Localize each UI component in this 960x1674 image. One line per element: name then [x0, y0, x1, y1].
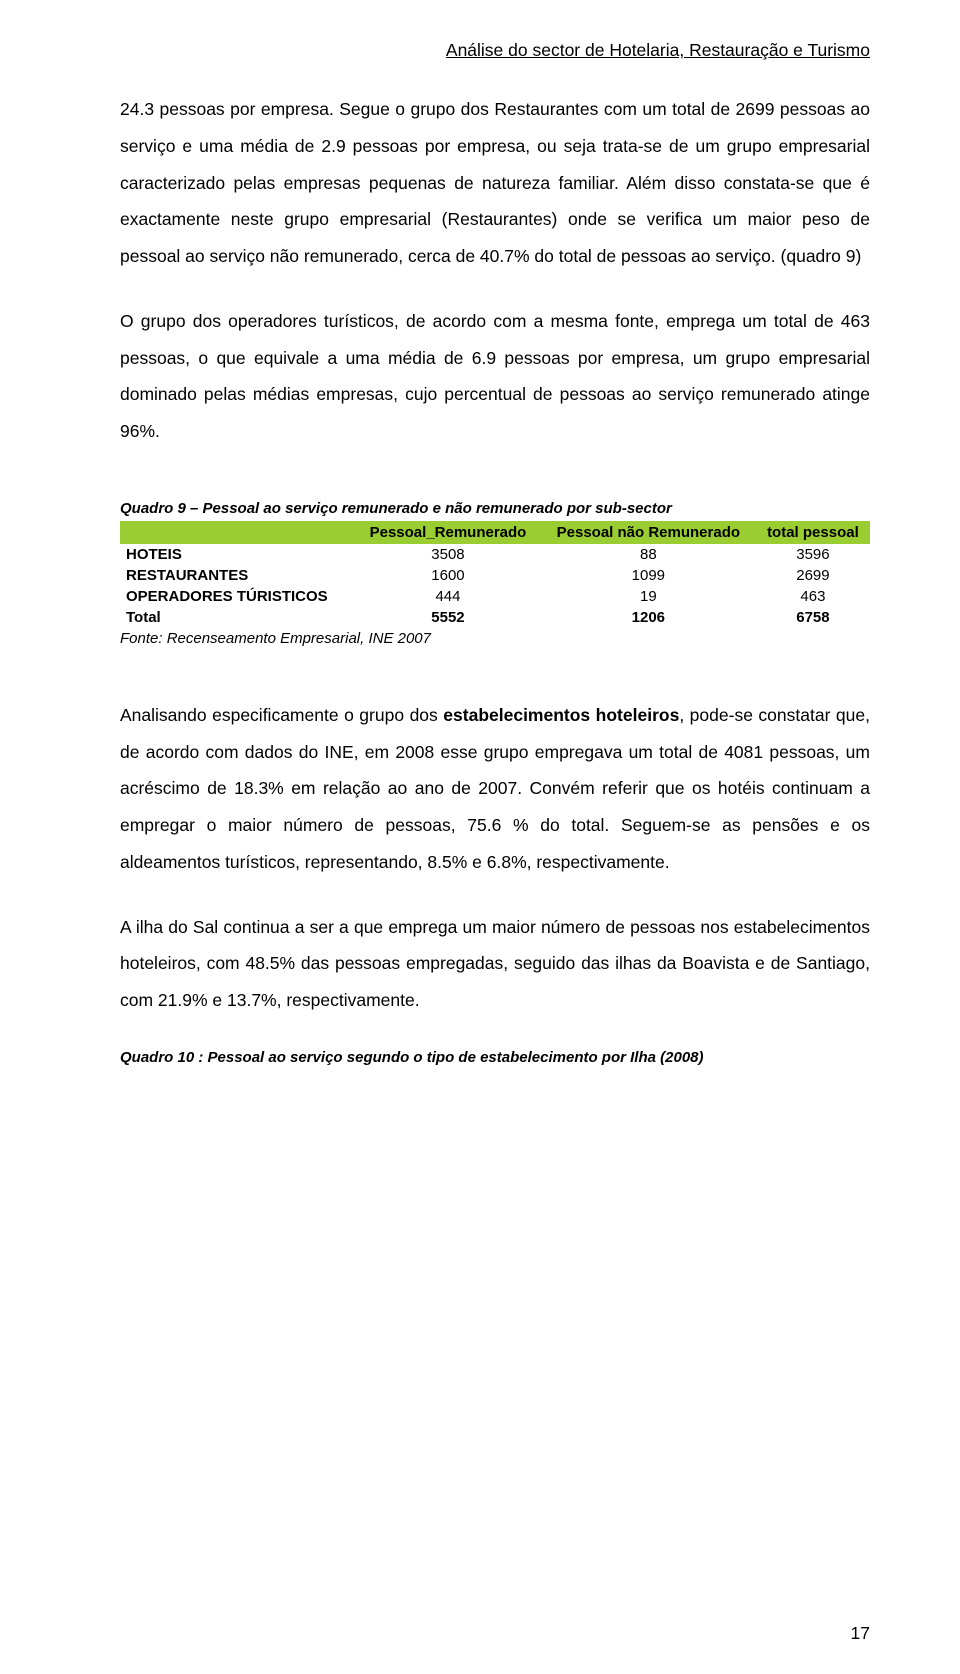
table9-col-3: total pessoal	[756, 521, 870, 544]
page-number: 17	[851, 1623, 870, 1644]
table-row: OPERADORES TÚRISTICOS 444 19 463	[120, 586, 870, 607]
table9-total-row: Total 5552 1206 6758	[120, 607, 870, 628]
table9-header-row: Pessoal_Remunerado Pessoal não Remunerad…	[120, 521, 870, 544]
total-val: 5552	[355, 607, 541, 628]
row-val: 1099	[541, 565, 756, 586]
para3-post: , pode-se constatar que, de acordo com d…	[120, 705, 870, 872]
row-val: 1600	[355, 565, 541, 586]
total-label: Total	[120, 607, 355, 628]
row-val: 88	[541, 544, 756, 565]
row-val: 444	[355, 586, 541, 607]
table10-caption: Quadro 10 : Pessoal ao serviço segundo o…	[120, 1049, 870, 1066]
row-val: 463	[756, 586, 870, 607]
row-label: HOTEIS	[120, 544, 355, 565]
paragraph-2: O grupo dos operadores turísticos, de ac…	[120, 303, 870, 450]
row-val: 3508	[355, 544, 541, 565]
total-val: 6758	[756, 607, 870, 628]
table-row: RESTAURANTES 1600 1099 2699	[120, 565, 870, 586]
total-val: 1206	[541, 607, 756, 628]
row-val: 3596	[756, 544, 870, 565]
para3-pre: Analisando especificamente o grupo dos	[120, 705, 443, 725]
table9-col-2: Pessoal não Remunerado	[541, 521, 756, 544]
table9: Pessoal_Remunerado Pessoal não Remunerad…	[120, 521, 870, 628]
row-val: 2699	[756, 565, 870, 586]
row-val: 19	[541, 586, 756, 607]
table9-col-1: Pessoal_Remunerado	[355, 521, 541, 544]
para3-bold: estabelecimentos hoteleiros	[443, 705, 679, 725]
table-row: HOTEIS 3508 88 3596	[120, 544, 870, 565]
page-header-title: Análise do sector de Hotelaria, Restaura…	[120, 40, 870, 61]
table9-caption: Quadro 9 – Pessoal ao serviço remunerado…	[120, 500, 870, 517]
document-page: Análise do sector de Hotelaria, Restaura…	[0, 0, 960, 1674]
table9-col-0	[120, 521, 355, 544]
paragraph-4: A ilha do Sal continua a ser a que empre…	[120, 909, 870, 1019]
paragraph-1: 24.3 pessoas por empresa. Segue o grupo …	[120, 91, 870, 275]
row-label: OPERADORES TÚRISTICOS	[120, 586, 355, 607]
paragraph-3: Analisando especificamente o grupo dos e…	[120, 697, 870, 881]
row-label: RESTAURANTES	[120, 565, 355, 586]
table9-source: Fonte: Recenseamento Empresarial, INE 20…	[120, 630, 870, 647]
